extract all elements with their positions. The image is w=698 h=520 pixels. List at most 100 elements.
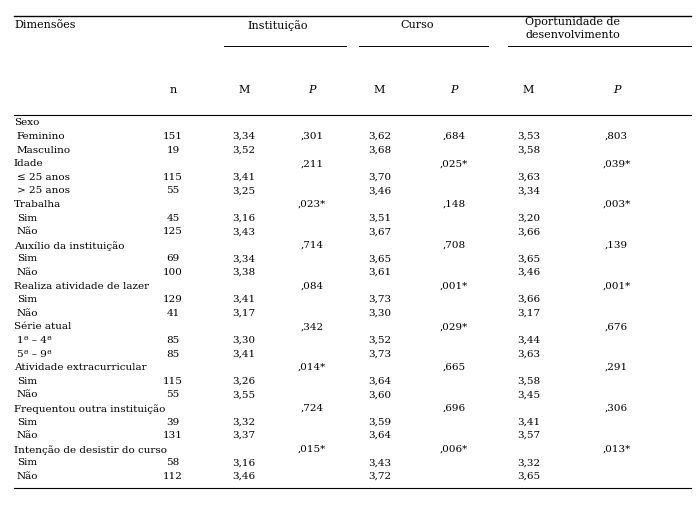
Text: 3,63: 3,63 bbox=[517, 173, 540, 182]
Text: 3,61: 3,61 bbox=[368, 268, 391, 277]
Text: 39: 39 bbox=[166, 418, 179, 426]
Text: ,001*: ,001* bbox=[440, 281, 468, 291]
Text: 3,20: 3,20 bbox=[517, 214, 540, 223]
Text: Auxílio da instituição: Auxílio da instituição bbox=[14, 241, 124, 251]
Text: 129: 129 bbox=[163, 295, 183, 304]
Text: 3,43: 3,43 bbox=[232, 227, 255, 236]
Text: 3,17: 3,17 bbox=[517, 309, 540, 318]
Text: 3,44: 3,44 bbox=[517, 336, 540, 345]
Text: Idade: Idade bbox=[14, 159, 43, 168]
Text: 5ª – 9ª: 5ª – 9ª bbox=[17, 349, 52, 359]
Text: 3,16: 3,16 bbox=[232, 214, 255, 223]
Text: 3,52: 3,52 bbox=[232, 146, 255, 154]
Text: ,676: ,676 bbox=[605, 322, 628, 331]
Text: P: P bbox=[450, 85, 458, 95]
Text: 3,65: 3,65 bbox=[517, 254, 540, 263]
Text: 41: 41 bbox=[166, 309, 179, 318]
Text: Não: Não bbox=[17, 391, 38, 399]
Text: ,342: ,342 bbox=[300, 322, 323, 331]
Text: 3,65: 3,65 bbox=[368, 254, 391, 263]
Text: 55: 55 bbox=[166, 186, 179, 196]
Text: ,084: ,084 bbox=[300, 281, 323, 291]
Text: ,714: ,714 bbox=[300, 241, 323, 250]
Text: 3,41: 3,41 bbox=[517, 418, 540, 426]
Text: Sim: Sim bbox=[17, 295, 37, 304]
Text: 3,17: 3,17 bbox=[232, 309, 255, 318]
Text: 3,41: 3,41 bbox=[232, 173, 255, 182]
Text: 1ª – 4ª: 1ª – 4ª bbox=[17, 336, 52, 345]
Text: 85: 85 bbox=[166, 349, 179, 359]
Text: 3,59: 3,59 bbox=[368, 418, 391, 426]
Text: Sim: Sim bbox=[17, 418, 37, 426]
Text: 3,34: 3,34 bbox=[517, 186, 540, 196]
Text: M: M bbox=[523, 85, 534, 95]
Text: ,211: ,211 bbox=[300, 159, 323, 168]
Text: 3,58: 3,58 bbox=[517, 146, 540, 154]
Text: Dimensões: Dimensões bbox=[14, 20, 75, 31]
Text: 3,60: 3,60 bbox=[368, 391, 391, 399]
Text: 3,67: 3,67 bbox=[368, 227, 391, 236]
Text: ,029*: ,029* bbox=[440, 322, 468, 331]
Text: 3,64: 3,64 bbox=[368, 431, 391, 440]
Text: 3,37: 3,37 bbox=[232, 431, 255, 440]
Text: 3,64: 3,64 bbox=[368, 377, 391, 386]
Text: ,684: ,684 bbox=[443, 132, 466, 141]
Text: 3,38: 3,38 bbox=[232, 268, 255, 277]
Text: 125: 125 bbox=[163, 227, 183, 236]
Text: 3,16: 3,16 bbox=[232, 458, 255, 467]
Text: Sexo: Sexo bbox=[14, 119, 39, 127]
Text: 3,45: 3,45 bbox=[517, 391, 540, 399]
Text: P: P bbox=[613, 85, 621, 95]
Text: ,025*: ,025* bbox=[440, 159, 468, 168]
Text: Não: Não bbox=[17, 431, 38, 440]
Text: Não: Não bbox=[17, 309, 38, 318]
Text: Masculino: Masculino bbox=[17, 146, 70, 154]
Text: ,301: ,301 bbox=[300, 132, 323, 141]
Text: 3,68: 3,68 bbox=[368, 146, 391, 154]
Text: Não: Não bbox=[17, 268, 38, 277]
Text: Frequentou outra instituição: Frequentou outra instituição bbox=[14, 404, 165, 414]
Text: 85: 85 bbox=[166, 336, 179, 345]
Text: Atividade extracurricular: Atividade extracurricular bbox=[14, 363, 147, 372]
Text: Feminino: Feminino bbox=[17, 132, 66, 141]
Text: 3,30: 3,30 bbox=[368, 309, 391, 318]
Text: M: M bbox=[374, 85, 385, 95]
Text: ,665: ,665 bbox=[443, 363, 466, 372]
Text: ,708: ,708 bbox=[443, 241, 466, 250]
Text: Não: Não bbox=[17, 227, 38, 236]
Text: 112: 112 bbox=[163, 472, 183, 481]
Text: Trabalha: Trabalha bbox=[14, 200, 61, 209]
Text: 3,41: 3,41 bbox=[232, 295, 255, 304]
Text: 69: 69 bbox=[166, 254, 179, 263]
Text: 3,30: 3,30 bbox=[232, 336, 255, 345]
Text: 3,26: 3,26 bbox=[232, 377, 255, 386]
Text: ,148: ,148 bbox=[443, 200, 466, 209]
Text: 115: 115 bbox=[163, 377, 183, 386]
Text: 3,41: 3,41 bbox=[232, 349, 255, 359]
Text: ,803: ,803 bbox=[605, 132, 628, 141]
Text: M: M bbox=[239, 85, 250, 95]
Text: ,023*: ,023* bbox=[298, 200, 326, 209]
Text: 3,73: 3,73 bbox=[368, 295, 391, 304]
Text: 3,65: 3,65 bbox=[517, 472, 540, 481]
Text: 3,43: 3,43 bbox=[368, 458, 391, 467]
Text: 55: 55 bbox=[166, 391, 179, 399]
Text: Sim: Sim bbox=[17, 458, 37, 467]
Text: 3,52: 3,52 bbox=[368, 336, 391, 345]
Text: Não: Não bbox=[17, 472, 38, 481]
Text: 3,66: 3,66 bbox=[517, 295, 540, 304]
Text: 115: 115 bbox=[163, 173, 183, 182]
Text: ,039*: ,039* bbox=[602, 159, 631, 168]
Text: 3,58: 3,58 bbox=[517, 377, 540, 386]
Text: Realiza atividade de lazer: Realiza atividade de lazer bbox=[14, 281, 149, 291]
Text: 3,55: 3,55 bbox=[232, 391, 255, 399]
Text: ,724: ,724 bbox=[300, 404, 323, 413]
Text: 3,62: 3,62 bbox=[368, 132, 391, 141]
Text: Curso: Curso bbox=[400, 20, 433, 31]
Text: n: n bbox=[170, 85, 177, 95]
Text: 3,32: 3,32 bbox=[517, 458, 540, 467]
Text: Série atual: Série atual bbox=[14, 322, 71, 331]
Text: Sim: Sim bbox=[17, 214, 37, 223]
Text: 3,25: 3,25 bbox=[232, 186, 255, 196]
Text: 3,46: 3,46 bbox=[517, 268, 540, 277]
